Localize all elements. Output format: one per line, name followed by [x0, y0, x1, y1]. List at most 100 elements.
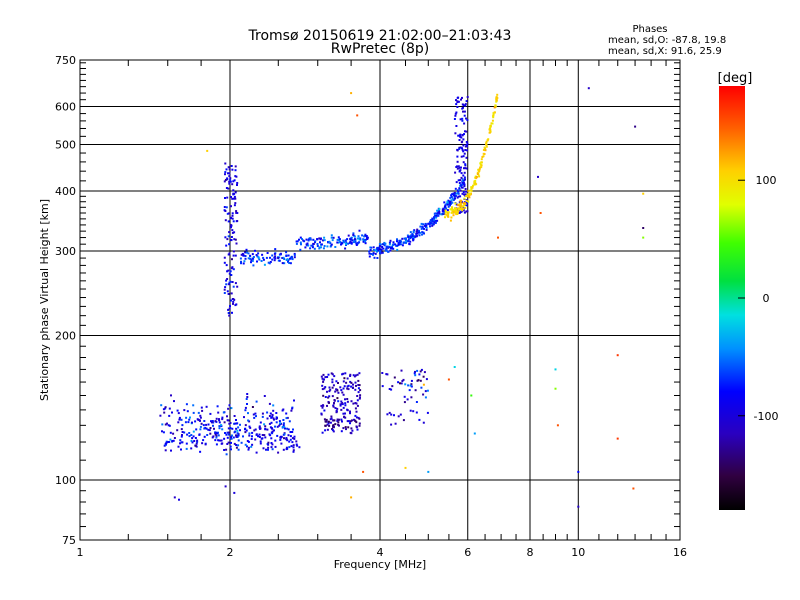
echo-point	[451, 193, 454, 196]
echo-point	[462, 155, 465, 158]
echo-point	[323, 245, 326, 247]
echo-point	[176, 409, 179, 412]
echo-point	[332, 430, 335, 433]
echo-point	[161, 423, 164, 426]
echo-point	[233, 238, 236, 241]
echo-point	[230, 274, 233, 276]
chart-subtitle: RwPretec (8p)	[331, 41, 429, 57]
echo-point	[229, 422, 232, 424]
echo-point	[223, 180, 226, 183]
echo-point	[409, 240, 412, 243]
echo-point	[228, 175, 231, 178]
echo-point	[465, 210, 468, 213]
echo-point	[296, 240, 299, 243]
echo-point	[448, 202, 451, 205]
echo-point	[352, 234, 355, 236]
echo-point	[245, 248, 248, 251]
echo-point	[464, 163, 467, 166]
echo-point	[368, 250, 371, 253]
echo-point	[414, 374, 417, 377]
echo-point	[177, 445, 180, 448]
echo-point	[355, 374, 357, 377]
echo-point	[311, 246, 314, 249]
echo-point	[433, 221, 436, 224]
echo-point	[199, 419, 201, 422]
echo-point	[492, 113, 495, 116]
echo-point	[409, 384, 412, 387]
echo-point	[434, 219, 437, 222]
echo-point	[342, 393, 345, 396]
echo-point	[460, 207, 463, 210]
echo-point	[210, 420, 212, 423]
echo-point	[458, 212, 461, 214]
x-tick-label: 10	[571, 546, 585, 559]
echo-point	[385, 246, 388, 249]
echo-point	[379, 250, 382, 253]
echo-point	[178, 418, 181, 421]
echo-point	[409, 231, 412, 234]
echo-point	[455, 111, 458, 114]
echo-point	[361, 234, 364, 237]
y-tick-label: 75	[62, 534, 76, 547]
echo-point	[252, 413, 255, 416]
echo-point	[349, 240, 352, 243]
echo-point	[347, 242, 350, 245]
echo-point	[314, 240, 317, 243]
echo-point	[239, 257, 242, 260]
echo-point	[205, 405, 208, 408]
echo-point	[409, 409, 412, 412]
echo-point	[463, 211, 466, 214]
echo-point	[228, 168, 231, 171]
echo-point	[462, 202, 465, 205]
echo-point	[476, 173, 479, 175]
echo-point	[245, 398, 248, 400]
echo-point	[377, 249, 380, 252]
echo-point	[465, 130, 468, 133]
echo-point	[275, 417, 278, 420]
echo-point	[226, 212, 229, 215]
echo-point	[244, 251, 247, 254]
echo-point	[218, 418, 220, 421]
echo-point	[221, 418, 224, 421]
echo-point	[242, 254, 245, 257]
echo-point	[230, 224, 233, 227]
echo-point	[369, 249, 372, 252]
echo-point	[234, 169, 237, 172]
echo-point	[336, 238, 339, 241]
echo-point	[164, 423, 167, 426]
echo-point	[332, 426, 335, 429]
echo-point	[336, 397, 339, 400]
echo-point	[353, 375, 356, 378]
echo-point	[444, 211, 447, 214]
echo-point	[292, 446, 295, 449]
echo-point	[268, 433, 271, 436]
echo-point	[255, 415, 257, 418]
echo-point	[328, 424, 331, 427]
echo-point	[187, 421, 190, 424]
echo-point	[465, 141, 468, 143]
echo-point	[424, 390, 427, 393]
echo-point	[185, 416, 188, 419]
echo-point	[258, 426, 261, 429]
echo-point	[468, 196, 471, 199]
echo-point	[471, 186, 474, 189]
echo-point	[328, 386, 331, 389]
echo-point	[454, 202, 457, 205]
echo-point	[230, 434, 233, 437]
echo-point	[199, 450, 202, 453]
echo-point	[225, 244, 228, 247]
echo-point	[270, 442, 273, 444]
echo-point	[321, 388, 324, 391]
echo-point	[340, 242, 343, 245]
echo-point	[363, 235, 366, 238]
echo-point	[448, 204, 451, 207]
echo-point	[444, 205, 447, 208]
echo-point	[410, 385, 413, 388]
echo-point	[329, 421, 332, 424]
echo-point	[240, 253, 243, 256]
echo-point	[404, 383, 407, 386]
echo-point	[489, 127, 492, 130]
echo-point	[411, 234, 414, 237]
echo-point	[451, 206, 453, 209]
echo-point	[264, 436, 267, 439]
